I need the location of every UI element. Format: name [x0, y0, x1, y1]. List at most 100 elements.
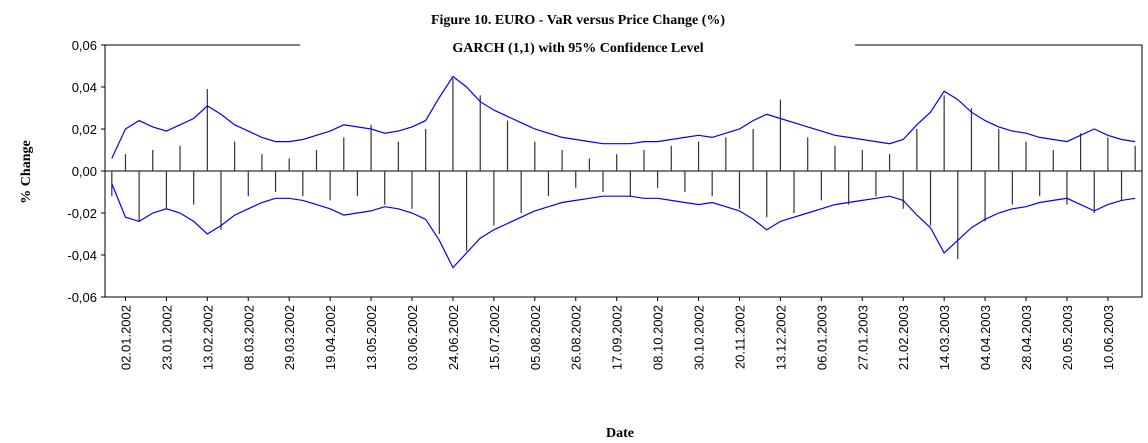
bar: [697, 141, 700, 171]
bar: [616, 154, 618, 171]
bar: [343, 137, 345, 171]
bar: [534, 141, 536, 171]
y-tick-label: 0,04: [72, 80, 97, 95]
bar: [1011, 171, 1013, 205]
y-tick-label: -0,04: [67, 248, 97, 263]
bar: [1052, 150, 1054, 171]
bar: [152, 150, 154, 171]
bar: [288, 158, 290, 171]
bar: [957, 171, 959, 260]
bar: [1107, 137, 1109, 171]
x-tick-label: 13.05.2002: [364, 305, 379, 370]
x-tick-label: 24.06.2002: [446, 305, 461, 370]
y-axis-label: % Change: [19, 140, 34, 203]
y-tick-label: 0,06: [72, 38, 97, 53]
bar: [247, 171, 249, 197]
x-tick-label: 19.04.2002: [323, 305, 338, 370]
var-line: [111, 75, 1136, 159]
bar: [588, 158, 590, 171]
bar: [1079, 133, 1082, 171]
bar: [984, 171, 986, 222]
bar: [766, 171, 768, 218]
x-tick-label: 15.07.2002: [487, 305, 502, 370]
x-tick-label: 13.02.2002: [200, 305, 215, 370]
bar: [725, 137, 727, 171]
x-tick-label: 26.08.2002: [569, 305, 584, 370]
y-tick-label: -0,06: [67, 290, 97, 305]
bar: [970, 108, 973, 171]
x-tick-label: 20.05.2003: [1060, 305, 1075, 370]
x-tick-label: 20.11.2002: [732, 305, 747, 369]
bar: [138, 171, 140, 222]
bar: [356, 171, 359, 197]
x-tick-label: 05.08.2002: [528, 305, 543, 370]
bar: [779, 99, 782, 171]
bar: [452, 78, 454, 171]
bar: [1120, 171, 1123, 201]
bar: [684, 171, 686, 192]
bar: [411, 171, 413, 209]
chart-title: Figure 10. EURO - VaR versus Price Chang…: [431, 13, 725, 28]
bar: [493, 171, 495, 226]
bar: [315, 150, 318, 171]
bar: [861, 150, 863, 171]
y-tick-label: 0,02: [72, 122, 97, 137]
bar: [165, 171, 168, 209]
bar: [711, 171, 713, 197]
bar: [193, 171, 195, 205]
bar: [943, 95, 945, 171]
bar: [657, 171, 659, 188]
bar: [1066, 171, 1068, 205]
x-tick-label: 04.04.2003: [978, 305, 993, 370]
y-tick-label: -0,02: [67, 206, 97, 221]
x-tick-label: 30.10.2002: [692, 305, 707, 370]
bar: [438, 171, 440, 234]
x-tick-label: 29.03.2002: [282, 305, 297, 370]
bar: [234, 141, 236, 171]
x-tick-label: 13.12.2002: [773, 305, 788, 370]
x-axis-label: Date: [606, 426, 634, 441]
x-tick-label: 10.06.2003: [1101, 305, 1116, 370]
x-tick-label: 02.01.2002: [118, 305, 133, 370]
bar: [670, 145, 672, 171]
bar: [206, 89, 208, 171]
bar: [520, 171, 522, 213]
bar: [1039, 171, 1041, 197]
bar: [752, 129, 754, 171]
x-tick-label: 08.10.2002: [651, 305, 666, 370]
bar: [738, 171, 741, 209]
title-backdrop: [300, 8, 855, 70]
bar: [179, 145, 181, 171]
bar: [820, 171, 822, 201]
x-tick-label: 27.01.2003: [855, 305, 870, 370]
bar: [370, 124, 372, 171]
chart-subtitle: GARCH (1,1) with 95% Confidence Level: [452, 41, 703, 56]
bar: [506, 120, 509, 171]
bar: [329, 171, 331, 201]
bar: [888, 154, 891, 171]
bar: [397, 141, 399, 171]
bar: [465, 171, 468, 251]
bar: [1134, 145, 1136, 171]
x-tick-label: 21.02.2003: [896, 305, 911, 370]
bar: [807, 137, 809, 171]
x-tick-label: 14.03.2003: [937, 305, 952, 370]
bar: [929, 171, 932, 226]
var-line: [111, 183, 1136, 269]
bar: [916, 129, 918, 171]
bar: [602, 171, 604, 192]
bar: [793, 171, 795, 213]
bar: [479, 95, 481, 171]
bar: [261, 154, 263, 171]
bar: [834, 145, 836, 171]
y-tick-label: 0,00: [72, 164, 97, 179]
bar: [547, 171, 550, 197]
bar: [575, 171, 577, 188]
bar: [561, 150, 563, 171]
bar: [848, 171, 850, 205]
bar: [875, 171, 877, 197]
bar: [998, 129, 1000, 171]
x-tick-label: 03.06.2002: [405, 305, 420, 370]
bar: [1025, 141, 1027, 171]
